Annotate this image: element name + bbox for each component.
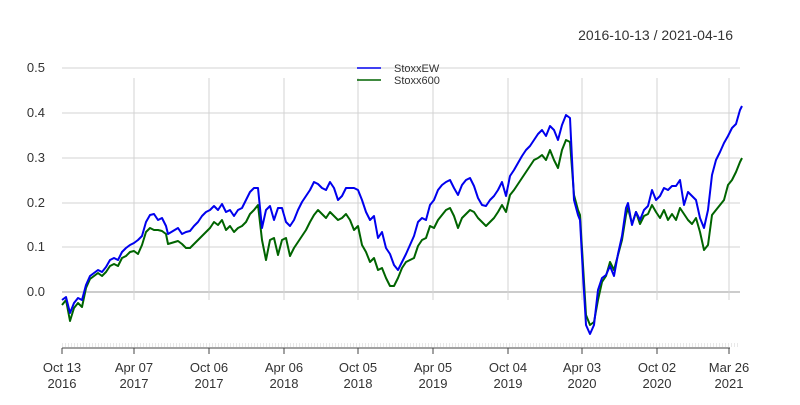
x-tick-label: Apr 06 — [265, 360, 303, 375]
y-tick-label: 0.4 — [27, 105, 45, 120]
x-tick-year: 2016 — [48, 376, 77, 391]
y-axis-labels: 0.5 0.4 0.3 0.2 0.1 0.0 — [27, 60, 45, 299]
x-tick-year: 2020 — [643, 376, 672, 391]
legend: StoxxEW Stoxx600 — [357, 63, 440, 87]
x-gridlines — [133, 78, 730, 300]
x-tick-label: Oct 13 — [43, 360, 81, 375]
y-tick-label: 0.2 — [27, 195, 45, 210]
x-tick-year: 2018 — [344, 376, 373, 391]
x-tick-year: 2018 — [270, 376, 299, 391]
x-tick-label: Oct 02 — [638, 360, 676, 375]
x-tick-year: 2019 — [419, 376, 448, 391]
legend-label-stoxxew: StoxxEW — [394, 63, 440, 75]
x-tick-year: 2021 — [715, 376, 744, 391]
x-tick-year: 2017 — [195, 376, 224, 391]
x-axis-labels: Oct 13 2016 Apr 07 2017 Oct 06 2017 Apr … — [43, 360, 749, 391]
x-tick-year: 2019 — [494, 376, 523, 391]
x-tick-label: Mar 26 — [709, 360, 749, 375]
y-tick-label: 0.0 — [27, 284, 45, 299]
series-line-stoxxew — [61, 105, 743, 335]
x-tick-label: Oct 05 — [339, 360, 377, 375]
x-axis: Oct 13 2016 Apr 07 2017 Oct 06 2017 Apr … — [43, 343, 749, 391]
y-tick-label: 0.3 — [27, 150, 45, 165]
series-line-stoxx600 — [61, 139, 743, 326]
x-tick-year: 2017 — [120, 376, 149, 391]
y-tick-label: 0.5 — [27, 60, 45, 75]
x-tick-label: Oct 04 — [489, 360, 527, 375]
y-tick-label: 0.1 — [27, 239, 45, 254]
x-tick-year: 2020 — [568, 376, 597, 391]
chart-title: 2016-10-13 / 2021-04-16 — [578, 27, 733, 43]
x-tick-label: Apr 07 — [115, 360, 153, 375]
legend-label-stoxx600: Stoxx600 — [394, 75, 440, 87]
x-tick-label: Oct 06 — [190, 360, 228, 375]
x-tick-label: Apr 05 — [414, 360, 452, 375]
x-tick-label: Apr 03 — [563, 360, 601, 375]
